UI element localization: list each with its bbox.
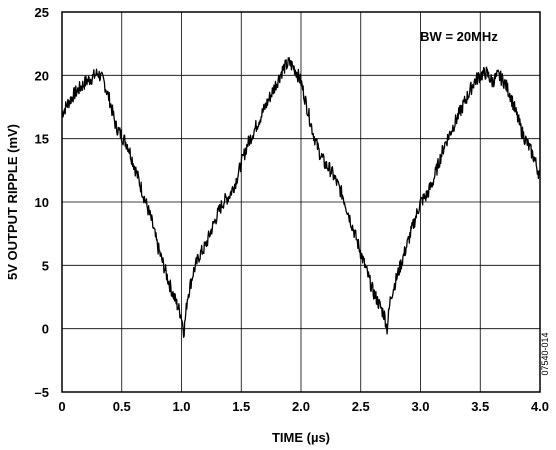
x-tick-label: 4.0: [531, 399, 549, 414]
x-tick-label: 1.5: [232, 399, 250, 414]
x-axis-label: TIME (µs): [272, 430, 330, 445]
grid-lines: [61, 11, 541, 393]
y-tick-labels: –5 0 5 10 15 20 25: [35, 5, 49, 400]
x-tick-label: 3.0: [411, 399, 429, 414]
ripple-trace: [61, 57, 541, 338]
x-tick-label: 1.0: [172, 399, 190, 414]
bandwidth-annotation: BW = 20MHz: [420, 29, 498, 44]
x-tick-labels: 0 0.5 1.0 1.5 2.0 2.5 3.0 3.5 4.0: [58, 399, 549, 414]
x-tick-label: 3.5: [471, 399, 489, 414]
figure-id: 07540-014: [540, 332, 550, 375]
y-tick-label: 10: [35, 195, 49, 210]
x-tick-label: 0.5: [113, 399, 131, 414]
y-tick-label: 15: [35, 132, 49, 147]
plot-frame: [61, 11, 541, 393]
x-tick-label: 2.0: [292, 399, 310, 414]
y-tick-label: 25: [35, 5, 49, 20]
y-tick-label: 20: [35, 68, 49, 83]
y-axis-label: 5V OUTPUT RIPPLE (mV): [5, 124, 20, 280]
x-tick-label: 2.5: [352, 399, 370, 414]
y-tick-label: –5: [35, 385, 49, 400]
y-tick-label: 5: [42, 258, 49, 273]
y-tick-label: 0: [42, 322, 49, 337]
x-tick-label: 0: [58, 399, 65, 414]
